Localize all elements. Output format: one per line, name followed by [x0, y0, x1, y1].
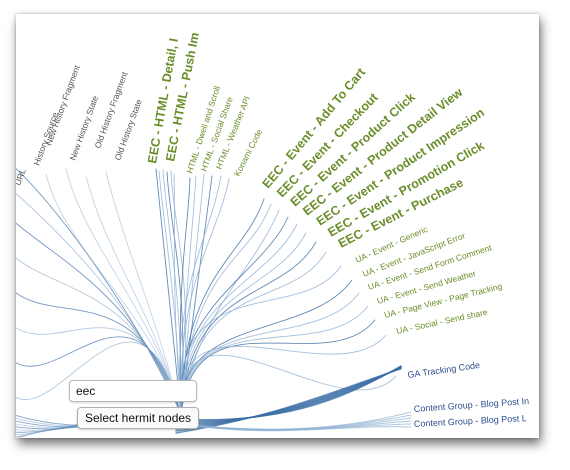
search-input[interactable]	[69, 380, 197, 402]
node-label[interactable]: Content Group - Blog Post L	[414, 413, 527, 429]
bundle-edge	[180, 305, 369, 415]
node-label[interactable]: Content Group - Blog Post In	[413, 396, 529, 414]
bundle-edge	[16, 257, 182, 415]
bundle-edge	[175, 365, 402, 422]
bundle-diagram-card: History Source New History Fragment New …	[16, 14, 539, 438]
bundle-edge	[180, 251, 327, 415]
bundle-edge	[155, 168, 182, 415]
node-label[interactable]: GA Tracking Code	[407, 360, 481, 380]
select-hermit-nodes-button[interactable]: Select hermit nodes	[77, 407, 200, 429]
bundle-edge	[180, 178, 230, 415]
bundle-edge	[180, 423, 412, 432]
bundle-edge	[178, 175, 222, 415]
bundle-edge	[16, 192, 182, 415]
bundle-edge	[180, 265, 342, 415]
bundle-edge	[180, 319, 376, 415]
node-label[interactable]: New History State	[67, 94, 100, 162]
node-label[interactable]: URL	[16, 167, 28, 187]
bundle-edge	[180, 354, 397, 415]
bundle-edge	[180, 292, 360, 415]
bundle-edge	[175, 366, 402, 428]
bundle-edge	[179, 177, 191, 415]
bundle-edge	[16, 222, 182, 415]
bundle-edge	[180, 198, 265, 415]
bundle-edge	[105, 171, 182, 415]
node-label-layer: History Source New History Fragment New …	[16, 31, 529, 429]
bundle-edge	[175, 366, 402, 426]
bundle-edge	[180, 232, 307, 415]
hierarchical-edge-bundle: History Source New History Fragment New …	[16, 31, 529, 438]
bundle-edge	[16, 326, 182, 415]
bundle-edge	[16, 336, 182, 415]
bundle-edge	[65, 168, 182, 415]
bundle-edge	[180, 223, 298, 415]
bundle-edge	[16, 341, 182, 415]
bundle-edge	[45, 173, 182, 415]
bundle-edge	[16, 292, 182, 415]
bundle-edge	[85, 175, 182, 415]
bundle-edge	[180, 241, 317, 415]
bundle-edge	[16, 168, 182, 415]
bundle-edge	[175, 366, 402, 424]
bundle-edge	[180, 334, 387, 415]
bundle-edge	[173, 173, 182, 415]
